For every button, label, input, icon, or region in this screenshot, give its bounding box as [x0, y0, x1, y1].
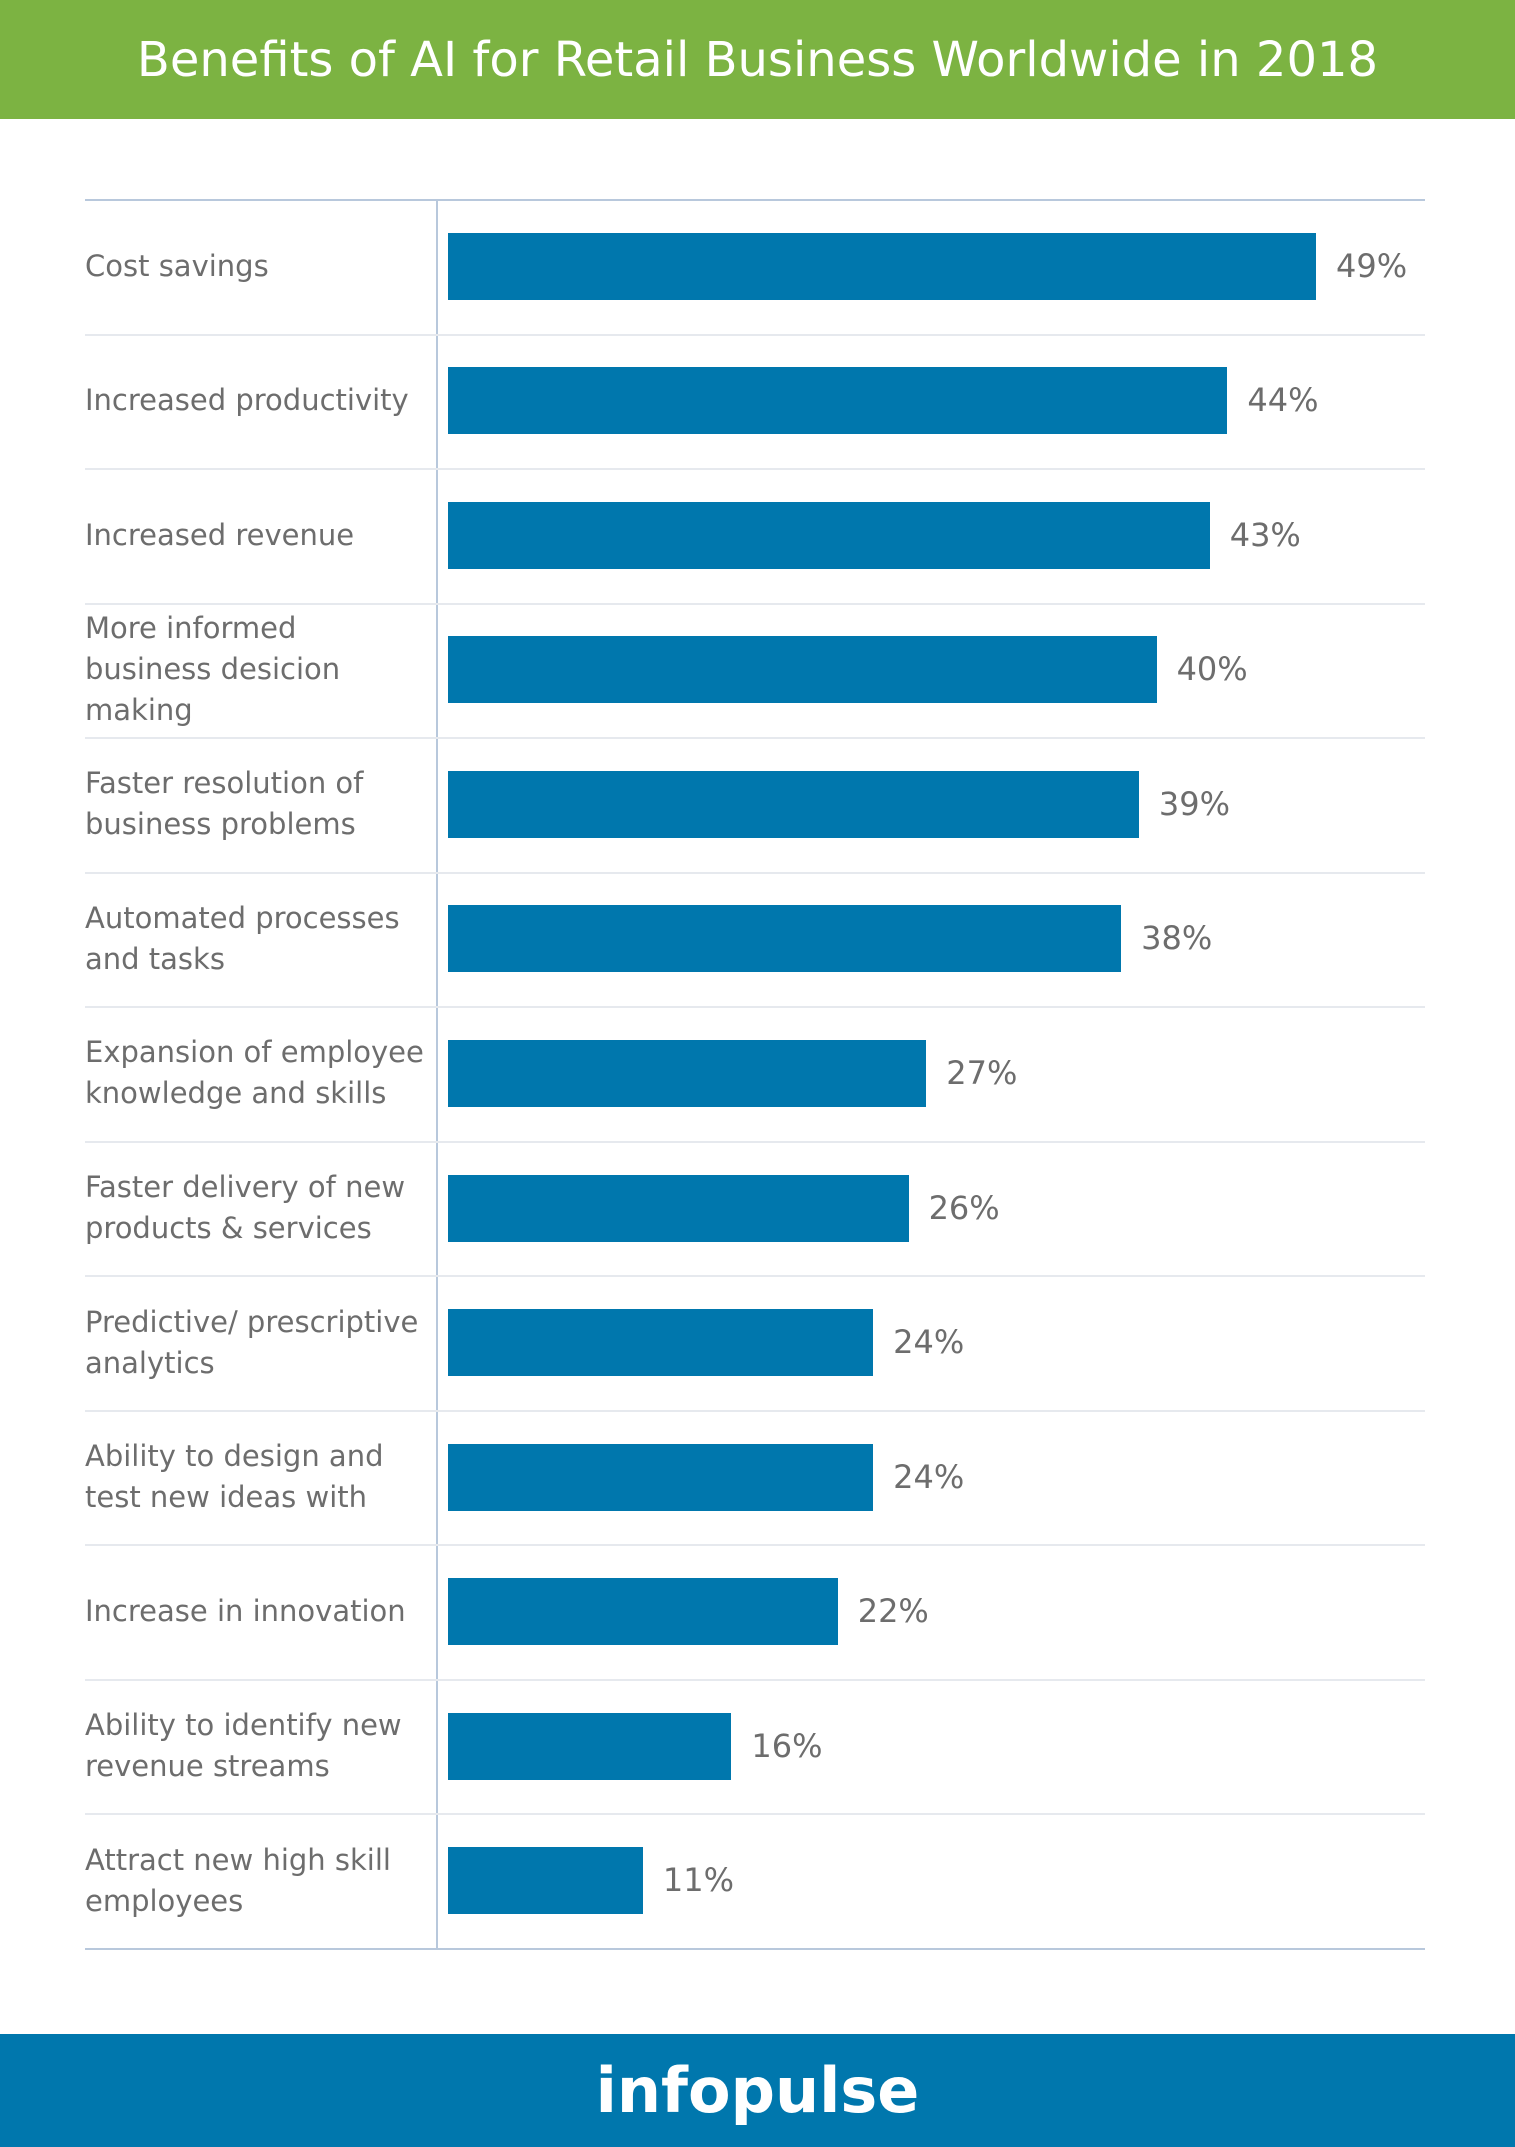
bar	[448, 770, 1139, 838]
row-divider	[85, 1678, 1425, 1681]
category-label: Ability to identify new revenue streams	[85, 1708, 402, 1784]
value-label: 44%	[1247, 381, 1319, 420]
bar	[448, 367, 1228, 435]
category-label: Increase in innovation	[85, 1594, 406, 1629]
category-label: Increased revenue	[85, 517, 355, 552]
value-label: 39%	[1158, 784, 1230, 823]
bar	[448, 905, 1122, 973]
bar	[448, 232, 1316, 300]
row-divider	[85, 871, 1425, 874]
category-label: Cost savings	[85, 248, 269, 283]
category-label: Faster delivery of new products & servic…	[85, 1170, 406, 1246]
row-divider	[85, 602, 1425, 605]
value-label: 24%	[893, 1457, 965, 1496]
row-divider	[85, 737, 1425, 740]
axis-line	[436, 199, 438, 1948]
value-label: 40%	[1176, 650, 1248, 689]
value-label: 22%	[857, 1592, 929, 1631]
row-divider	[85, 1275, 1425, 1278]
bar	[448, 636, 1157, 704]
value-label: 11%	[662, 1861, 734, 1900]
row-divider	[85, 1140, 1425, 1143]
top-border	[85, 199, 1425, 201]
value-label: 24%	[893, 1323, 965, 1362]
value-label: 38%	[1141, 919, 1213, 958]
bar	[448, 1309, 874, 1377]
bar	[448, 1578, 838, 1646]
value-label: 16%	[751, 1726, 823, 1765]
category-label: Predictive/ prescriptive analytics	[85, 1304, 419, 1380]
bar	[448, 501, 1210, 569]
row-divider	[85, 1813, 1425, 1816]
value-label: 43%	[1229, 515, 1301, 554]
bar	[448, 1443, 874, 1511]
bar	[448, 1712, 732, 1780]
row-divider	[85, 1409, 1425, 1412]
category-label: Faster resolution of business problems	[85, 766, 364, 842]
category-label: Automated processes and tasks	[85, 900, 400, 976]
category-label: Attract new high skill employees	[85, 1842, 391, 1918]
value-label: 49%	[1336, 246, 1408, 285]
row-divider	[85, 468, 1425, 471]
value-label: 27%	[946, 1054, 1018, 1092]
bar	[448, 1174, 909, 1242]
category-label: More informed business desicion making	[85, 611, 341, 728]
brand: infopulse	[0, 2034, 1515, 2147]
row-divider	[85, 333, 1425, 336]
row-divider	[85, 1006, 1425, 1009]
row-divider	[85, 1544, 1425, 1547]
category-label: Increased productivity	[85, 383, 409, 418]
bar	[448, 1847, 643, 1915]
category-label: Ability to design and test new ideas wit…	[85, 1439, 384, 1515]
bottom-border	[85, 1948, 1425, 1950]
category-label: Expansion of employee knowledge and skil…	[85, 1035, 424, 1111]
bar	[448, 1040, 927, 1107]
chart-title: Benefits of AI for Retail Business World…	[0, 0, 1515, 119]
value-label: 26%	[928, 1188, 1000, 1227]
